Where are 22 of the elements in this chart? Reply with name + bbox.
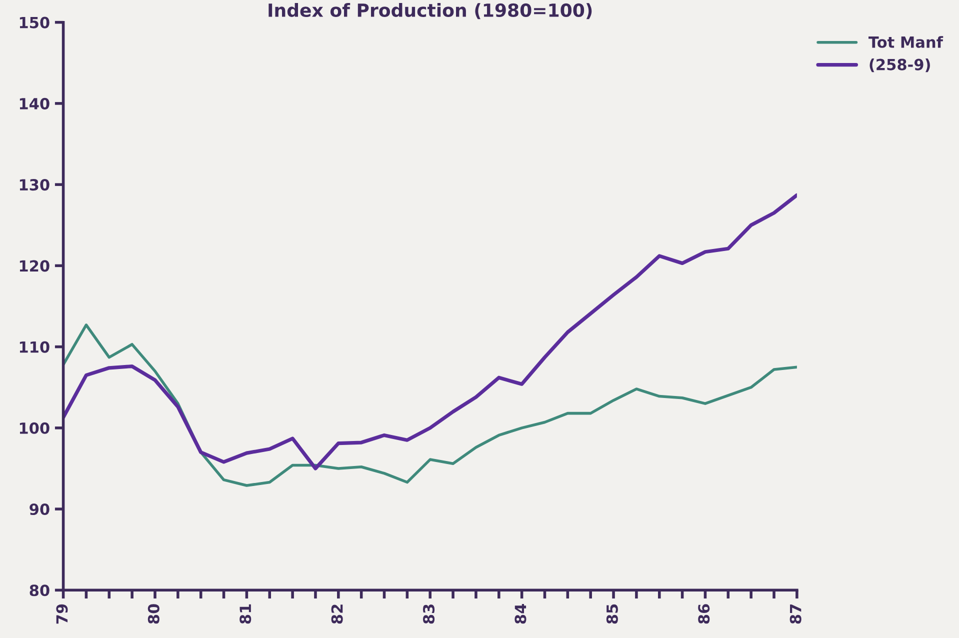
line-series (63, 193, 797, 470)
y-tick-label: 150 (20, 16, 50, 28)
x-tick-label: 87 (790, 604, 802, 624)
y-tick-label: 120 (20, 260, 50, 272)
x-tick-label: 85 (606, 604, 618, 624)
x-tick-label: 84 (514, 604, 526, 624)
y-tick-label: 80 (30, 584, 50, 596)
y-tick-label: 100 (20, 422, 50, 434)
x-tick-label: 86 (698, 604, 710, 624)
line-series (63, 324, 797, 487)
y-tick-label: 110 (20, 341, 50, 353)
x-tick-label: 83 (422, 604, 435, 624)
legend-label: (258-9) (870, 58, 930, 72)
chart-title: Index of Production (1980=100) (268, 3, 592, 20)
x-tick-label: 79 (56, 604, 68, 624)
x-tick-label: 81 (240, 604, 252, 624)
x-tick-label: 80 (148, 604, 160, 624)
legend-label: Tot Manf (868, 36, 944, 48)
x-tick-label: 82 (331, 604, 343, 624)
y-tick-label: 130 (20, 179, 50, 191)
y-tick-label: 90 (30, 504, 50, 516)
y-tick-label: 140 (20, 98, 50, 110)
